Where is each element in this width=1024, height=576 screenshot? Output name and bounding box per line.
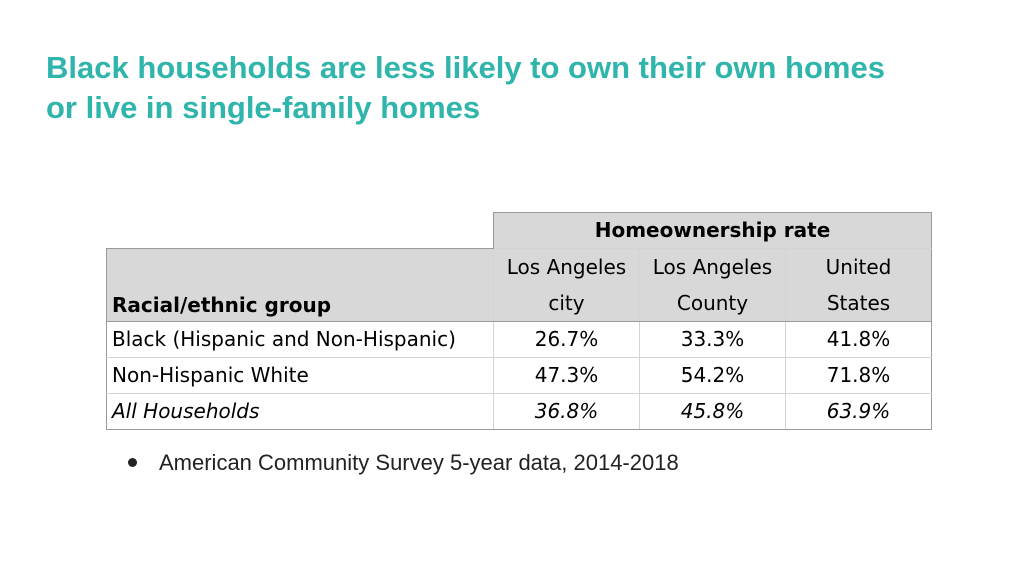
group-header: Homeownership rate [493,212,932,249]
homeownership-table: Homeownership rate Racial/ethnic group L… [106,212,932,430]
table-cell: 54.2% [639,356,786,394]
empty-corner-cell [106,212,494,249]
bullet-dot-icon [128,457,137,467]
bullet-text: American Community Survey 5-year data, 2… [159,450,679,475]
column-header-la-county: Los Angeles County [639,247,786,322]
column-header-line: States [826,290,891,315]
slide-title: Black households are less likely to own … [46,48,986,128]
table-row-total: All Households 36.8% 45.8% 63.9% [106,392,932,430]
title-line-1: Black households are less likely to own … [46,50,885,85]
table-cell: 36.8% [493,392,640,430]
table-cell: 26.7% [493,320,640,358]
column-header-la-city: Los Angeles city [493,247,640,322]
table-row: Non-Hispanic White 47.3% 54.2% 71.8% [106,356,932,394]
source-bullet: American Community Survey 5-year data, 2… [128,450,679,476]
column-header-united-states: United States [785,247,932,322]
row-header: Racial/ethnic group [106,247,494,322]
column-header-line: United [825,254,892,279]
title-line-2: or live in single-family homes [46,90,481,125]
table-cell: 71.8% [785,356,932,394]
row-label: Black (Hispanic and Non-Hispanic) [106,320,494,358]
column-header-line: County [676,290,749,315]
table-cell: 41.8% [785,320,932,358]
column-header-row: Racial/ethnic group Los Angeles city Los… [106,247,932,322]
table-row: Black (Hispanic and Non-Hispanic) 26.7% … [106,320,932,358]
table-cell: 33.3% [639,320,786,358]
table-cell: 63.9% [785,392,932,430]
row-label: Non-Hispanic White [106,356,494,394]
row-label: All Households [106,392,494,430]
column-header-line: Los Angeles [506,254,627,279]
table-cell: 45.8% [639,392,786,430]
table-cell: 47.3% [493,356,640,394]
group-header-row: Homeownership rate [106,212,932,249]
column-header-line: Los Angeles [652,254,773,279]
column-header-line: city [548,290,585,315]
